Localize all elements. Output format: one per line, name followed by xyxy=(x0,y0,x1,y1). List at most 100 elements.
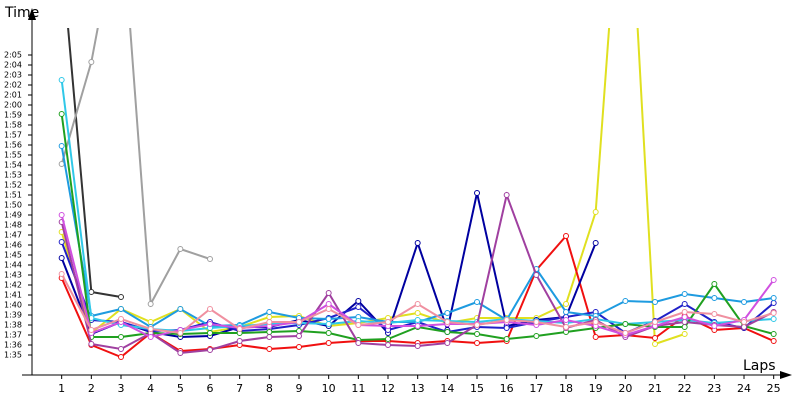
x-tick-label: 19 xyxy=(589,382,603,395)
point xyxy=(207,256,214,262)
y-tick-label: 1:58 xyxy=(4,121,22,130)
point xyxy=(207,306,214,312)
point xyxy=(207,321,214,327)
point xyxy=(503,325,510,331)
point xyxy=(474,190,481,196)
point xyxy=(414,301,421,307)
y-tick-label: 1:56 xyxy=(4,141,22,150)
point xyxy=(474,340,481,346)
point xyxy=(770,277,777,283)
point xyxy=(58,143,65,149)
point xyxy=(385,336,392,342)
plot-area xyxy=(58,28,777,360)
point xyxy=(414,310,421,316)
point xyxy=(58,255,65,261)
y-tick-label: 1:40 xyxy=(4,301,22,310)
point xyxy=(592,209,599,215)
point xyxy=(681,309,688,315)
x-tick-label: 24 xyxy=(737,382,751,395)
x-tick-label: 10 xyxy=(322,382,336,395)
y-tick-label: 1:36 xyxy=(4,341,22,350)
x-tick-label: 18 xyxy=(559,382,573,395)
point xyxy=(325,330,332,336)
point xyxy=(474,299,481,305)
point xyxy=(296,319,303,325)
point xyxy=(711,311,718,317)
point xyxy=(177,306,184,312)
point xyxy=(622,330,629,336)
point xyxy=(325,290,332,296)
y-tick-label: 2:00 xyxy=(4,101,22,110)
point xyxy=(385,342,392,348)
point xyxy=(325,321,332,327)
point xyxy=(533,272,540,278)
point xyxy=(770,338,777,344)
point xyxy=(622,321,629,327)
y-axis-arrow xyxy=(28,8,36,20)
point xyxy=(118,354,125,360)
x-tick-label: 3 xyxy=(118,382,125,395)
x-tick-label: 15 xyxy=(470,382,484,395)
point xyxy=(414,317,421,323)
point xyxy=(622,298,629,304)
y-tick-label: 1:51 xyxy=(4,191,22,200)
x-tick-label: 22 xyxy=(678,382,692,395)
x-tick-label: 23 xyxy=(707,382,721,395)
x-tick-label: 17 xyxy=(529,382,543,395)
point xyxy=(266,319,273,325)
point xyxy=(325,306,332,312)
point xyxy=(118,294,125,300)
point xyxy=(533,333,540,339)
point xyxy=(770,316,777,322)
point xyxy=(563,324,570,330)
y-tick-label: 1:53 xyxy=(4,171,22,180)
y-tick-label: 1:55 xyxy=(4,151,22,160)
y-tick-label: 1:42 xyxy=(4,281,22,290)
point xyxy=(88,59,95,65)
point xyxy=(444,310,451,316)
point xyxy=(592,319,599,325)
point xyxy=(207,347,214,353)
point xyxy=(58,239,65,245)
point xyxy=(681,291,688,297)
point xyxy=(741,299,748,305)
y-tick-label: 1:49 xyxy=(4,211,22,220)
y-tick-label: 1:35 xyxy=(4,351,22,360)
point xyxy=(266,329,273,335)
point xyxy=(147,334,154,340)
point xyxy=(325,301,332,307)
x-tick-label: 12 xyxy=(381,382,395,395)
point xyxy=(177,350,184,356)
point xyxy=(652,335,659,341)
y-tick-label: 1:41 xyxy=(4,291,22,300)
x-tick-label: 6 xyxy=(207,382,214,395)
point xyxy=(770,300,777,306)
point xyxy=(741,324,748,330)
y-tick-label: 1:54 xyxy=(4,161,22,170)
point xyxy=(681,324,688,330)
x-axis-arrow xyxy=(780,371,792,379)
point xyxy=(118,346,125,352)
x-tick-label: 21 xyxy=(648,382,662,395)
point xyxy=(266,309,273,315)
point xyxy=(652,319,659,325)
y-tick-label: 1:48 xyxy=(4,221,22,230)
point xyxy=(414,323,421,329)
y-tick-label: 1:52 xyxy=(4,181,22,190)
point xyxy=(681,301,688,307)
y-tick-label: 1:57 xyxy=(4,131,22,140)
point xyxy=(355,340,362,346)
series-line xyxy=(60,145,774,329)
y-tick-label: 1:46 xyxy=(4,241,22,250)
point xyxy=(236,326,243,332)
point xyxy=(503,336,510,342)
point xyxy=(444,329,451,335)
y-tick-label: 2:04 xyxy=(4,61,22,70)
x-tick-label: 14 xyxy=(440,382,454,395)
point xyxy=(88,341,95,347)
point xyxy=(58,111,65,117)
point xyxy=(770,295,777,301)
point xyxy=(563,233,570,239)
point xyxy=(770,331,777,337)
